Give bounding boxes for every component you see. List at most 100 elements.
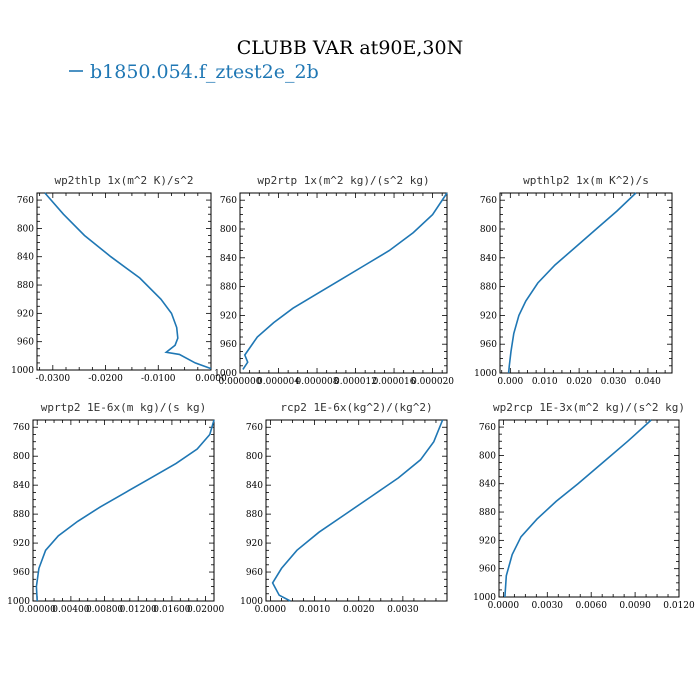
x-tick-label: 0.0090 [619, 601, 651, 611]
chart-panel-6: wp2rcp 1E-3x(m^2 kg)/(s^2 kg) 760 800 840 88… [473, 401, 695, 611]
x-tick-label: 0.000008 [296, 377, 339, 387]
y-tick-label: 960 [479, 565, 496, 575]
x-tick-label: 0.040 [635, 377, 661, 387]
y-tick-label: 840 [480, 254, 497, 264]
series-line [507, 192, 637, 374]
y-tick-label: 920 [17, 309, 34, 319]
x-tick-label: 0.000016 [373, 377, 416, 387]
y-tick-label: 920 [246, 539, 263, 549]
y-tick-label: 800 [479, 451, 496, 461]
y-tick-label: 960 [220, 340, 237, 350]
chart-panel-4: wprtp2 1E-6x(m kg)/(s kg) 760 800 840 880 920… [7, 401, 224, 615]
x-tick-label: 0.010 [532, 377, 558, 387]
y-tick-label: 1000 [240, 597, 263, 607]
x-tick-label: 0.030 [601, 377, 627, 387]
x-tick-label: -0.0300 [36, 374, 71, 384]
y-tick-label: 760 [479, 423, 496, 433]
x-tick-label: 0.02000 [187, 605, 224, 615]
panel-title: wpthlp2 1x(m K^2)/s [523, 174, 649, 187]
series-line [35, 419, 215, 602]
panel-title: wp2rcp 1E-3x(m^2 kg)/(s^2 kg) [493, 401, 685, 414]
x-tick-label: 0.000004 [257, 377, 300, 387]
plot-frame [265, 419, 448, 602]
x-tick-label: 0.0030 [532, 601, 564, 611]
figure-title: CLUBB VAR at90E,30N [237, 37, 463, 59]
y-tick-label: 840 [13, 481, 30, 491]
x-tick-label: 0.0010 [299, 605, 331, 615]
panel-title: wprtp2 1E-6x(m kg)/(s kg) [41, 401, 207, 414]
x-tick-label: 0.00800 [86, 605, 123, 615]
x-tick-label: 0.000 [497, 377, 523, 387]
y-tick-label: 920 [479, 536, 496, 546]
y-tick-label: 840 [246, 481, 263, 491]
series-line [44, 192, 212, 370]
series-line [242, 192, 448, 370]
y-tick-label: 760 [220, 196, 237, 206]
x-tick-label: 0.0020 [343, 605, 375, 615]
x-tick-label: -0.0200 [88, 374, 123, 384]
y-tick-label: 760 [246, 423, 263, 433]
x-tick-label: 0.0030 [387, 605, 419, 615]
y-tick-label: 880 [479, 508, 496, 518]
y-tick-label: 840 [17, 253, 34, 263]
y-tick-label: 800 [246, 452, 263, 462]
y-tick-label: 960 [480, 340, 497, 350]
x-tick-label: 0.00400 [52, 605, 89, 615]
y-tick-label: 960 [13, 568, 30, 578]
y-tick-label: 880 [480, 283, 497, 293]
y-tick-label: 800 [220, 225, 237, 235]
plot-frame [499, 192, 673, 374]
y-tick-label: 960 [246, 568, 263, 578]
x-tick-label: 0.000012 [334, 377, 377, 387]
x-tick-label: 0.000000 [219, 377, 262, 387]
legend-label: b1850.054.f_ztest2e_2b [90, 61, 319, 83]
x-tick-label: 0.00000 [19, 605, 56, 615]
x-tick-label: 0.0120 [663, 601, 695, 611]
chart-panel-3: wpthlp2 1x(m K^2)/s 760 800 840 880 920 960 100… [474, 174, 673, 387]
y-tick-label: 760 [17, 196, 34, 206]
panel-title: wp2thlp 1x(m^2 K)/s^2 [54, 174, 193, 187]
x-tick-label: 0.0000 [488, 601, 520, 611]
x-tick-label: 0.0000 [255, 605, 287, 615]
series-line [504, 419, 652, 598]
y-tick-label: 1000 [474, 369, 497, 379]
y-tick-label: 880 [17, 281, 34, 291]
y-tick-label: 920 [480, 311, 497, 321]
chart-panel-1: wp2thlp 1x(m^2 K)/s^2 760 800 840 880 920 960 1… [11, 174, 227, 384]
y-tick-label: 800 [17, 224, 34, 234]
x-tick-label: 0.0060 [575, 601, 607, 611]
chart-panel-5: rcp2 1E-6x(kg^2)/(kg^2) 760 800 840 880 920 96… [240, 401, 448, 615]
plot-frame [36, 192, 212, 371]
x-tick-label: 0.0000 [195, 374, 227, 384]
plot-frame [239, 192, 448, 374]
y-tick-label: 880 [220, 283, 237, 293]
y-tick-label: 880 [246, 510, 263, 520]
y-tick-label: 840 [220, 254, 237, 264]
panel-grid: wp2thlp 1x(m^2 K)/s^2 760 800 840 880 920 960 1… [7, 174, 695, 615]
x-tick-label: 0.000020 [411, 377, 454, 387]
y-tick-label: 920 [220, 311, 237, 321]
plot-frame [498, 419, 680, 598]
y-tick-label: 1000 [11, 366, 34, 376]
y-tick-label: 960 [17, 338, 34, 348]
y-tick-label: 920 [13, 539, 30, 549]
y-tick-label: 760 [480, 196, 497, 206]
y-tick-label: 1000 [473, 593, 496, 603]
y-tick-label: 800 [480, 225, 497, 235]
x-tick-label: 0.020 [566, 377, 592, 387]
x-tick-label: -0.0100 [141, 374, 176, 384]
panel-title: wp2rtp 1x(m^2 kg)/(s^2 kg) [257, 174, 429, 187]
series-line [271, 419, 444, 602]
y-tick-label: 880 [13, 510, 30, 520]
y-tick-label: 760 [13, 423, 30, 433]
plot-frame [32, 419, 215, 602]
chart-panel-2: wp2rtp 1x(m^2 kg)/(s^2 kg) 760 800 840 880 92… [214, 174, 454, 387]
y-tick-label: 800 [13, 452, 30, 462]
y-tick-label: 1000 [7, 597, 30, 607]
x-tick-label: 0.01200 [120, 605, 157, 615]
y-tick-label: 840 [479, 480, 496, 490]
x-tick-label: 0.01600 [153, 605, 190, 615]
y-tick-label: 1000 [214, 369, 237, 379]
panel-title: rcp2 1E-6x(kg^2)/(kg^2) [280, 401, 432, 414]
